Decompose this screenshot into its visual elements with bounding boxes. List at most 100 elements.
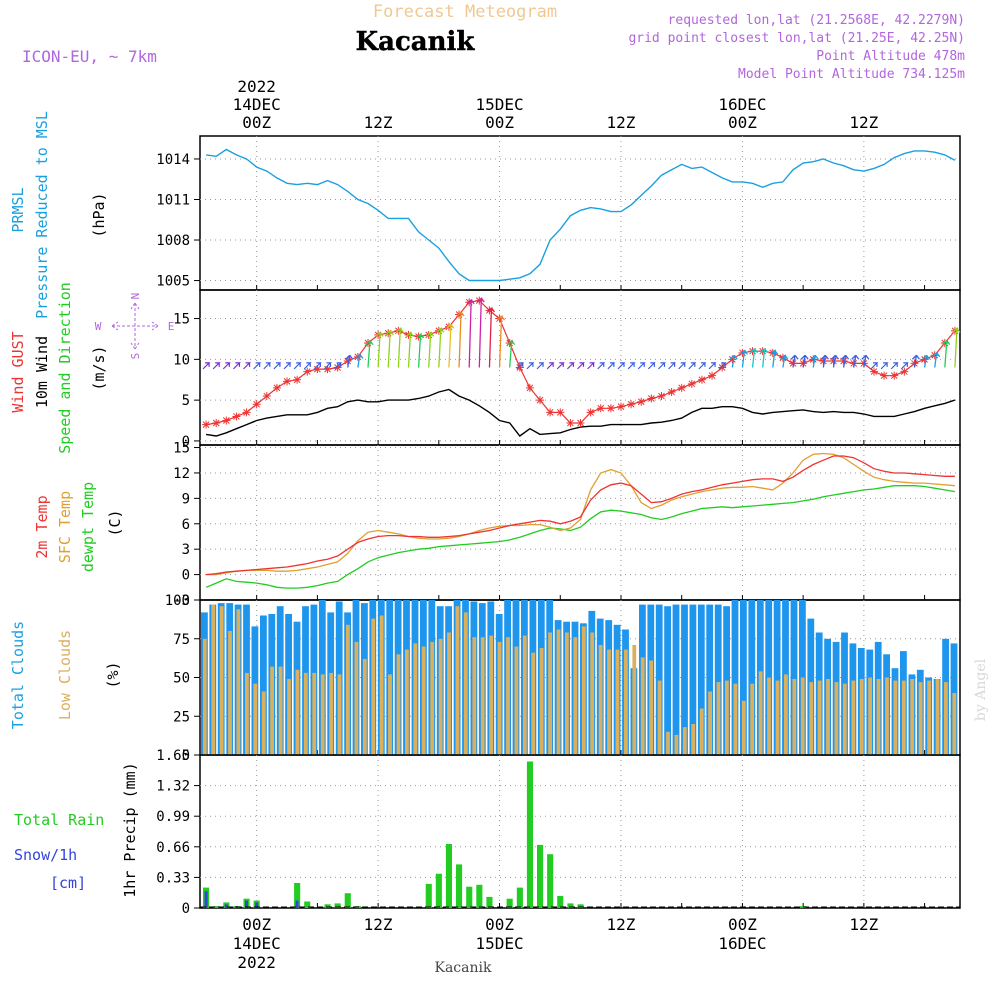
wind-gust-point (809, 355, 818, 364)
y-tick-label: 6 (182, 517, 190, 533)
low-clouds-label: Low Clouds (56, 630, 74, 720)
low-cloud-bar (388, 674, 392, 755)
wind-direction-arrow (729, 354, 738, 368)
wind-direction-arrow (647, 362, 656, 370)
wind-gust-point (789, 359, 798, 368)
rain-bar (466, 886, 473, 908)
total-cloud-bar (655, 604, 663, 755)
wind-direction-arrow (416, 333, 425, 368)
snow-bar (204, 891, 208, 908)
wind-direction-arrow (263, 362, 272, 370)
time-axis-bottom-label: 00Z (485, 915, 514, 934)
rain-bar (294, 883, 301, 908)
y-tick-label: 1014 (156, 152, 190, 168)
y-tick-label: -3 (173, 593, 190, 609)
wind-direction-arrow (780, 354, 789, 368)
wind-direction-arrow (466, 299, 475, 368)
wind-direction-arrow (526, 362, 535, 370)
wind-direction-arrow (607, 362, 616, 370)
low-cloud-bar (893, 680, 898, 755)
low-cloud-bar (733, 683, 738, 755)
wind-gust-point (880, 371, 889, 380)
rain-bar (456, 864, 463, 908)
rain-bar (557, 895, 564, 908)
requested-lonlat: requested lon,lat (21.2568E, 42.2279N) (668, 13, 965, 28)
low-cloud-bar (792, 679, 797, 755)
rain-bar (213, 906, 220, 908)
low-cloud-bar (708, 691, 712, 755)
wind-direction-arrow (861, 354, 870, 368)
wind-direction-arrow (922, 354, 931, 368)
low-cloud-bar (413, 643, 418, 755)
time-axis-bottom-label: 15DEC (475, 934, 523, 953)
rain-bar (567, 903, 574, 908)
wind-direction-arrow (273, 362, 282, 370)
wind-direction-arrow (385, 330, 394, 368)
wind-gust-point (869, 367, 878, 376)
wind-gust-point (232, 412, 241, 421)
wind-direction-arrow (556, 362, 565, 370)
rain-bar (344, 893, 351, 908)
wind-gust-point (283, 377, 292, 386)
y-tick-label: 1.32 (156, 779, 190, 795)
low-cloud-bar (868, 677, 872, 755)
wind-gust-point (667, 387, 676, 396)
low-cloud-bar (876, 679, 881, 755)
wind-gust-label: Wind GUST (9, 331, 27, 412)
low-cloud-bar (430, 641, 435, 755)
wind-gust-point (708, 371, 717, 380)
wind-gust-point (839, 356, 848, 365)
model-altitude: Model Point Altitude 734.125m (738, 67, 965, 82)
snow-bar (295, 900, 299, 908)
low-cloud-bar (699, 708, 704, 755)
y-tick-label: 9 (182, 491, 190, 507)
low-cloud-bar (615, 649, 620, 755)
low-cloud-bar (539, 648, 544, 755)
wind-gust-point (859, 359, 868, 368)
rain-bar (506, 898, 513, 908)
header: Forecast Meteogram Kacanik ICON-EU, ~ 7k… (22, 2, 989, 976)
low-cloud-bar (565, 632, 569, 755)
wind-gust-point (687, 379, 696, 388)
low-cloud-bar (455, 606, 460, 755)
y-tick-label: 1005 (156, 274, 190, 290)
snow-bar (245, 900, 248, 908)
wind-gust-point (596, 404, 605, 413)
time-axis-bottom-label: 12Z (607, 915, 636, 934)
wind-gust-point (293, 375, 302, 384)
wind-gust-point (252, 400, 261, 409)
compass-w: W (95, 320, 102, 333)
low-cloud-bar (750, 683, 755, 755)
wind-gust-point (677, 383, 686, 392)
total-cloud-bar (706, 604, 714, 755)
total-cloud-bar (664, 606, 671, 755)
low-cloud-bar (817, 680, 822, 755)
wind-direction-arrow (212, 362, 221, 370)
wind-direction-arrow (375, 331, 384, 368)
wind-direction-arrow (760, 348, 769, 368)
low-cloud-bar (649, 660, 653, 755)
snow-unit-label: [cm] (50, 874, 86, 892)
low-cloud-bar (463, 612, 468, 755)
model-label: ICON-EU, ~ 7km (22, 47, 157, 66)
total-cloud-bar (697, 604, 705, 755)
wind-direction-arrow (355, 353, 364, 368)
low-cloud-bar (741, 700, 746, 756)
wind-direction-arrow (932, 352, 941, 368)
total-cloud-bar (740, 600, 747, 755)
temperature-panel: -3 0 3 6 9 12 15 (173, 441, 961, 609)
wind-gust-point (627, 400, 636, 409)
wind-gust-point (829, 356, 838, 365)
low-cloud-bar (624, 649, 628, 755)
low-cloud-bar (270, 666, 274, 755)
wind-direction-arrow (880, 362, 889, 370)
low-cloud-bar (784, 674, 788, 755)
wind-gust-point (849, 359, 858, 368)
wind-gust-point (647, 394, 656, 403)
rain-bar (516, 887, 523, 908)
panel-frame (199, 444, 961, 601)
low-cloud-bar (497, 641, 502, 755)
wind-direction-arrow (820, 354, 829, 368)
y-tick-label: 15 (173, 441, 190, 457)
wind-10m-series-line (205, 388, 956, 437)
